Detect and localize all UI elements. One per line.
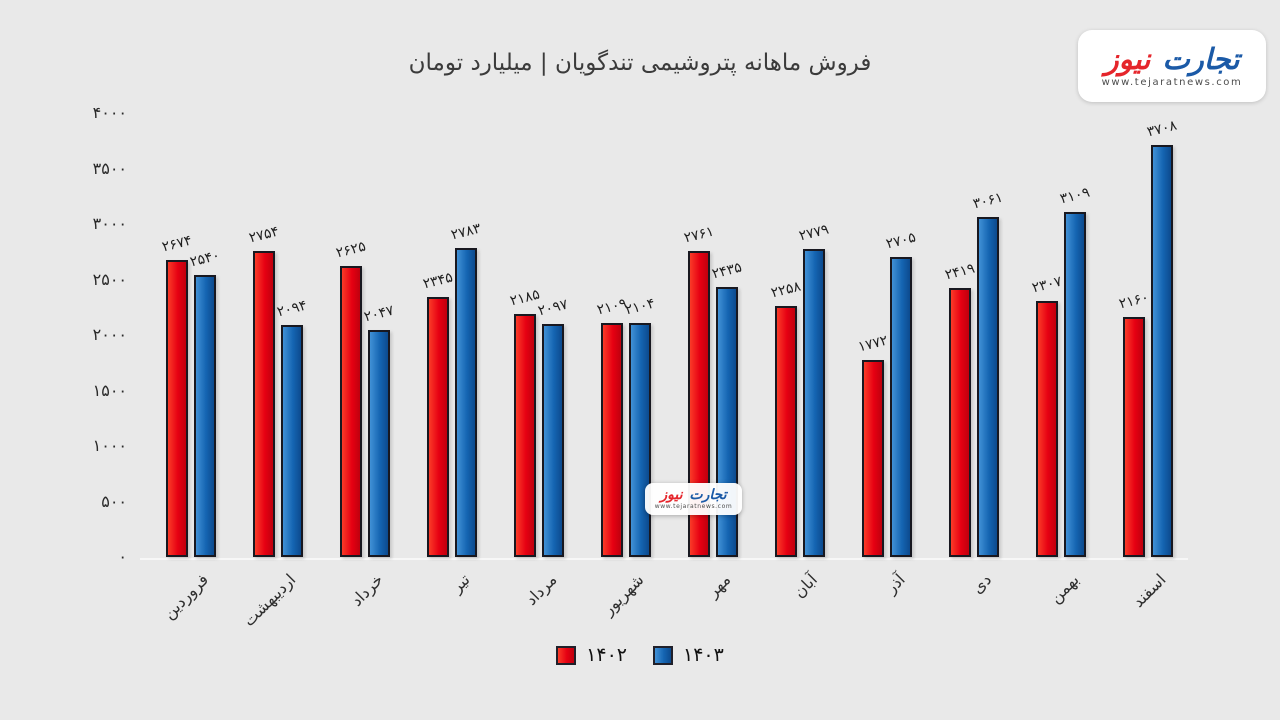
- x-axis-label-month-8: آبان: [789, 570, 822, 602]
- logo-wordmark: تجارت نیوز: [1105, 44, 1240, 74]
- bar-value-label-1402-month-4: ۲۳۴۵: [421, 269, 455, 293]
- bar-value-label-1402-month-10: ۲۴۱۹: [943, 261, 977, 284]
- watermark-word-news: نیوز: [660, 487, 683, 504]
- bar-1402-month-11: [1036, 300, 1058, 557]
- bar-value-label-1403-month-12: ۳۷۰۸: [1145, 118, 1179, 141]
- legend: ۱۴۰۲ ۱۴۰۳: [0, 644, 1280, 666]
- legend-label-1402: ۱۴۰۲: [586, 644, 627, 666]
- x-axis-label-month-7: مهر: [703, 570, 735, 601]
- bar-1403-month-11: [1064, 211, 1086, 557]
- bar-value-label-1403-month-8: ۲۷۷۹: [797, 221, 831, 244]
- y-axis-tick-label: ۵۰۰: [101, 491, 127, 511]
- x-axis-label-month-5: مرداد: [521, 570, 561, 609]
- y-axis-tick-label: ۴۰۰۰: [92, 103, 127, 122]
- bar-value-label-1402-month-3: ۲۶۲۵: [334, 238, 368, 262]
- logo-url-text: www.tejaratnews.com: [1101, 76, 1243, 88]
- bar-value-label-1403-month-2: ۲۰۹۴: [275, 297, 309, 320]
- bar-value-label-1403-month-9: ۲۷۰۵: [884, 229, 918, 253]
- chart-title: فروش ماهانه پتروشیمی تندگویان | میلیارد …: [408, 50, 872, 76]
- legend-swatch-1403: [653, 645, 673, 665]
- bar-value-label-1403-month-7: ۲۴۳۵: [710, 259, 744, 283]
- bar-value-label-1403-month-4: ۲۷۸۳: [449, 220, 483, 244]
- legend-label-1403: ۱۴۰۳: [683, 644, 724, 666]
- legend-item-1402: ۱۴۰۲: [556, 644, 627, 666]
- bar-1402-month-9: [862, 360, 884, 557]
- x-axis-label-month-11: بهمن: [1045, 570, 1083, 607]
- bar-1402-month-7: [688, 250, 710, 557]
- x-axis-label-month-3: خرداد: [346, 570, 387, 610]
- bar-1403-month-6: [629, 323, 651, 557]
- bar-value-label-1402-month-1: ۲۶۷۴: [160, 232, 194, 256]
- bar-value-label-1402-month-12: ۲۱۶۰: [1117, 289, 1151, 313]
- bar-value-label-1402-month-2: ۲۷۵۴: [247, 223, 281, 247]
- bar-1402-month-8: [775, 306, 797, 557]
- y-axis-tick-label: ۱۰۰۰: [92, 436, 127, 455]
- bar-1402-month-6: [601, 322, 623, 557]
- bar-1403-month-10: [977, 217, 999, 557]
- watermark-word-tejarat: تجارت: [689, 487, 727, 504]
- y-axis-tick-label: ۱۵۰۰: [92, 380, 127, 400]
- bar-1403-month-3: [368, 329, 390, 557]
- bar-1402-month-12: [1123, 317, 1145, 557]
- bar-value-label-1402-month-7: ۲۷۶۱: [682, 223, 716, 246]
- bar-value-label-1402-month-8: ۲۲۵۸: [769, 278, 803, 302]
- x-axis-label-month-12: اسفند: [1128, 570, 1170, 612]
- logo-word-news: نیوز: [1104, 42, 1151, 77]
- bar-value-label-1403-month-5: ۲۰۹۷: [536, 296, 570, 320]
- bar-1402-month-3: [340, 265, 362, 557]
- bar-1402-month-2: [253, 251, 275, 557]
- bar-1403-month-1: [194, 275, 216, 557]
- bar-value-label-1402-month-9: ۱۷۷۲: [856, 332, 890, 356]
- bar-1403-month-8: [803, 248, 825, 557]
- x-axis-label-month-1: فروردین: [159, 570, 213, 623]
- y-axis-tick-label: ۳۵۰۰: [92, 158, 127, 178]
- y-axis-tick-label: ۲۰۰۰: [92, 325, 127, 344]
- watermark-wordmark: تجارت نیوز: [660, 488, 726, 503]
- watermark-url-text: www.tejaratnews.com: [654, 502, 733, 510]
- tejarat-news-logo-badge: تجارت نیوز www.tejaratnews.com: [1078, 30, 1266, 102]
- legend-swatch-1402: [556, 645, 577, 665]
- bar-1403-month-5: [542, 324, 564, 557]
- x-axis-label-month-9: آذر: [881, 570, 909, 598]
- bar-value-label-1402-month-11: ۲۳۰۷: [1030, 273, 1064, 297]
- y-axis-tick-label: ۳۰۰۰: [92, 214, 127, 233]
- bar-1402-month-10: [949, 288, 971, 557]
- bar-value-label-1403-month-6: ۲۱۰۴: [623, 296, 657, 319]
- bar-1403-month-9: [890, 256, 912, 557]
- bar-value-label-1403-month-11: ۳۱۰۹: [1058, 184, 1092, 208]
- bar-1402-month-1: [166, 260, 188, 557]
- bar-1402-month-4: [427, 296, 449, 557]
- center-watermark-logo: تجارت نیوز www.tejaratnews.com: [645, 483, 742, 515]
- y-axis-tick-label: ۲۵۰۰: [92, 269, 127, 289]
- bar-1403-month-2: [281, 324, 303, 557]
- bar-value-label-1403-month-1: ۲۵۴۰: [188, 247, 222, 271]
- bar-value-label-1403-month-3: ۲۰۴۷: [362, 302, 396, 326]
- bar-1403-month-7: [716, 286, 738, 557]
- logo-word-tejarat: تجارت: [1162, 42, 1240, 77]
- bar-1402-month-5: [514, 314, 536, 557]
- bar-1403-month-4: [455, 248, 477, 557]
- x-axis-label-month-6: شهریور: [598, 570, 648, 619]
- legend-item-1403: ۱۴۰۳: [653, 644, 724, 666]
- bar-value-label-1403-month-10: ۳۰۶۱: [971, 189, 1005, 213]
- x-axis-label-month-4: تیر: [447, 570, 474, 597]
- x-axis-label-month-2: اردیبهشت: [239, 570, 300, 631]
- bar-1403-month-12: [1151, 145, 1173, 557]
- x-axis-label-month-10: دی: [968, 570, 996, 598]
- y-axis-tick-label: ۰: [118, 547, 127, 566]
- x-axis-baseline: [140, 558, 1188, 560]
